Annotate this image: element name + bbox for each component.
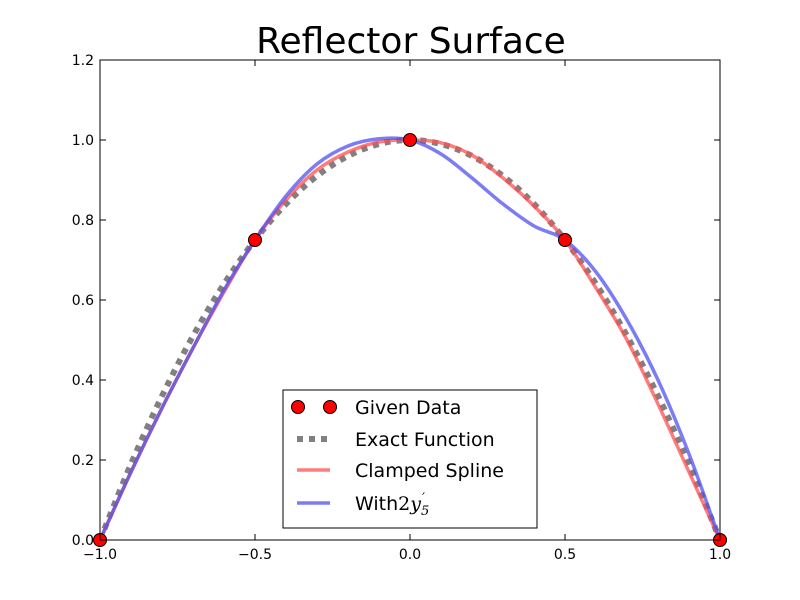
series-layer [93,133,727,547]
legend: Given Data Exact Function Clamped Spline Wi… [282,389,538,529]
x-tick-label: 0.0 [399,547,421,563]
y-tick-label: 1.0 [72,133,94,149]
legend-label: Given Data [355,397,461,419]
legend-label: Clamped Spline [355,460,504,482]
legend-marker [291,400,305,414]
y-tick-label: 0.6 [72,293,94,309]
y-tick-label: 0.8 [72,213,94,229]
y-tick-label: 1.2 [72,53,94,69]
chart-title: Reflector Surface [256,21,566,62]
data-point [248,233,262,247]
x-tick-label: −0.5 [238,547,272,563]
data-point [558,233,572,247]
data-point [403,133,417,147]
y-tick-label: 0.2 [72,453,94,469]
x-tick-label: 0.5 [554,547,576,563]
legend-math-prime: ′ [422,491,425,506]
y-tick-label: 0.0 [72,533,94,549]
legend-math-base: 2 [398,493,410,515]
legend-marker [323,400,337,414]
legend-label: With [355,493,398,515]
legend-box [282,389,538,529]
legend-label: Exact Function [355,429,495,451]
x-tick-label: 1.0 [709,547,731,563]
y-tick-label: 0.4 [72,373,94,389]
ticks-layer: −1.0 −0.5 0.0 0.5 1.0 0.0 0.2 0.4 0.6 0.8 1.0 1.2 [72,53,731,563]
legend-math-sub: 5 [421,504,429,519]
legend-math-var: y [409,493,421,515]
x-tick-label: −1.0 [83,547,117,563]
